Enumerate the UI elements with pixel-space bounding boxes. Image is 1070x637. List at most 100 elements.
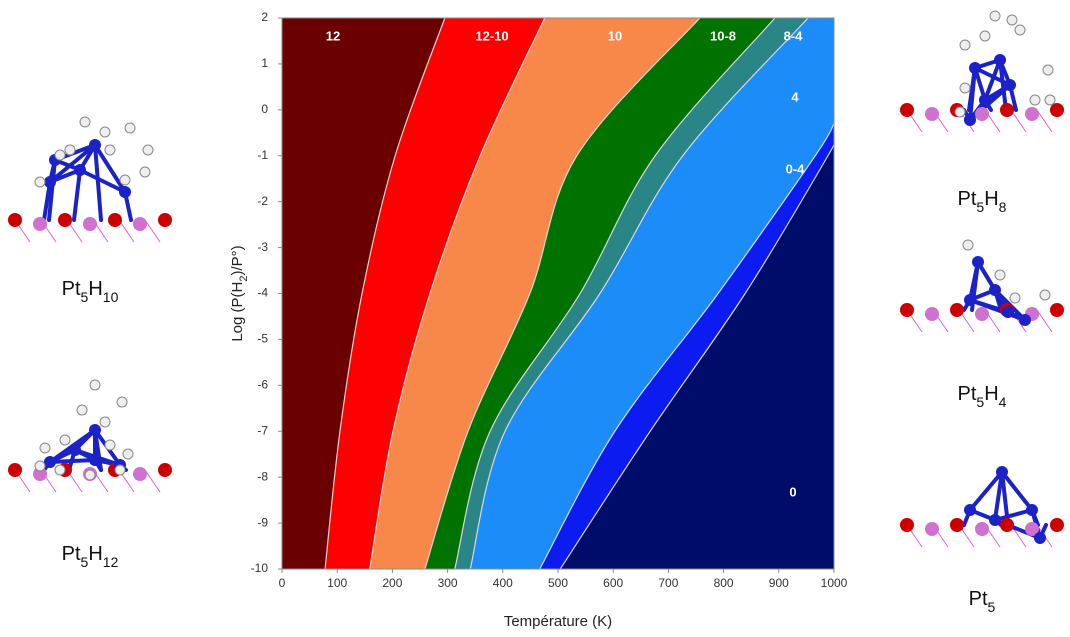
formula-part: Pt xyxy=(62,278,81,300)
pt-atom xyxy=(74,164,86,176)
y-tick-label: -2 xyxy=(257,194,268,208)
pt-atom xyxy=(964,294,976,306)
y-tick-label: -8 xyxy=(257,469,268,483)
oxygen xyxy=(950,518,964,532)
h-atom xyxy=(104,439,116,451)
formula-part: 5 xyxy=(81,554,89,570)
h-atom xyxy=(119,174,131,186)
pt-atom xyxy=(1002,306,1014,318)
h-atom xyxy=(1029,94,1041,106)
y-axis-title-part: Log (P(H xyxy=(229,282,246,342)
pt-atom xyxy=(994,54,1006,66)
bond xyxy=(93,143,127,194)
pt-atom xyxy=(89,139,101,151)
oxygen xyxy=(1000,103,1014,117)
oxygen xyxy=(58,213,72,227)
support-bond xyxy=(1036,309,1053,333)
y-tick-label: -7 xyxy=(257,423,268,437)
h-atom xyxy=(1042,64,1054,76)
oxygen xyxy=(133,217,147,231)
region-label: 10 xyxy=(608,28,622,43)
x-tick-label: 500 xyxy=(548,576,568,590)
h-atom xyxy=(954,106,966,118)
oxygen xyxy=(1025,107,1039,121)
pt-atom xyxy=(69,444,81,456)
structure xyxy=(8,379,172,493)
structure xyxy=(900,239,1064,333)
region-label: 0-4 xyxy=(786,161,806,176)
x-tick-label: 700 xyxy=(658,576,678,590)
oxygen xyxy=(108,213,122,227)
bond xyxy=(48,143,97,184)
h-atom xyxy=(1006,14,1018,26)
formula-part: Pt xyxy=(62,543,81,565)
bond xyxy=(983,58,1002,102)
boundary-line xyxy=(324,18,446,569)
formula-part: Pt xyxy=(969,588,988,610)
h-atom xyxy=(89,379,101,391)
formula-part: 5 xyxy=(81,289,89,305)
oxygen xyxy=(975,307,989,321)
h-atom xyxy=(142,144,154,156)
formula: Pt5H8 xyxy=(958,188,1007,214)
oxygen xyxy=(8,463,22,477)
h-atom xyxy=(54,149,66,161)
region-label: 4 xyxy=(791,89,799,104)
support-bond xyxy=(118,219,135,243)
oxygen xyxy=(925,107,939,121)
boundary-line xyxy=(454,18,776,569)
bond xyxy=(1000,470,1034,512)
bond xyxy=(72,168,82,222)
h-atom xyxy=(1009,292,1021,304)
h-atom xyxy=(59,434,71,446)
pt-atom xyxy=(969,62,981,74)
y-tick-label: -6 xyxy=(257,378,268,392)
formula-part: 5 xyxy=(976,199,984,215)
boundary-line xyxy=(424,18,701,569)
formula-part: 8 xyxy=(999,199,1007,215)
x-tick-label: 600 xyxy=(603,576,623,590)
boundary-line xyxy=(559,139,834,569)
h-atom xyxy=(84,469,96,481)
plot: 12 12-10 10 10-8 8-440-400 100 200 300 400 500 600… xyxy=(229,10,848,630)
formula-part: 4 xyxy=(999,394,1007,410)
h-atom xyxy=(116,396,128,408)
bond xyxy=(42,180,52,222)
formula-part: Pt xyxy=(958,188,977,210)
bond xyxy=(93,143,103,222)
oxygen xyxy=(8,213,22,227)
x-tick-label: 0 xyxy=(279,576,286,590)
formula: Pt5H10 xyxy=(62,278,119,304)
h-atom xyxy=(989,10,1001,22)
structure xyxy=(900,10,1064,133)
x-tick-label: 300 xyxy=(438,576,458,590)
oxygen xyxy=(1050,303,1064,317)
formula: Pt5H4 xyxy=(958,383,1007,409)
x-axis-title: Température (K) xyxy=(504,613,612,630)
formula-part: 5 xyxy=(976,394,984,410)
h-atom xyxy=(959,82,971,94)
structure xyxy=(900,466,1064,548)
oxygen xyxy=(33,217,47,231)
h-atom xyxy=(139,166,151,178)
x-tick-label: 1000 xyxy=(821,576,848,590)
h-atom xyxy=(979,30,991,42)
bond xyxy=(993,508,1034,522)
y-tick-label: -4 xyxy=(257,286,268,300)
pt-atom xyxy=(989,284,1001,296)
y-tick-label: -10 xyxy=(251,561,269,575)
h-atom xyxy=(994,269,1006,281)
formula-part: 12 xyxy=(103,554,119,570)
bond xyxy=(998,58,1008,112)
y-tick-label: 1 xyxy=(261,56,268,70)
regions xyxy=(282,18,834,569)
h-atom xyxy=(124,122,136,134)
h-atom xyxy=(1039,289,1051,301)
pt-atom xyxy=(89,424,101,436)
h-atom xyxy=(79,116,91,128)
bond xyxy=(78,168,127,194)
h-atom xyxy=(1014,24,1026,36)
h-atom xyxy=(959,39,971,51)
